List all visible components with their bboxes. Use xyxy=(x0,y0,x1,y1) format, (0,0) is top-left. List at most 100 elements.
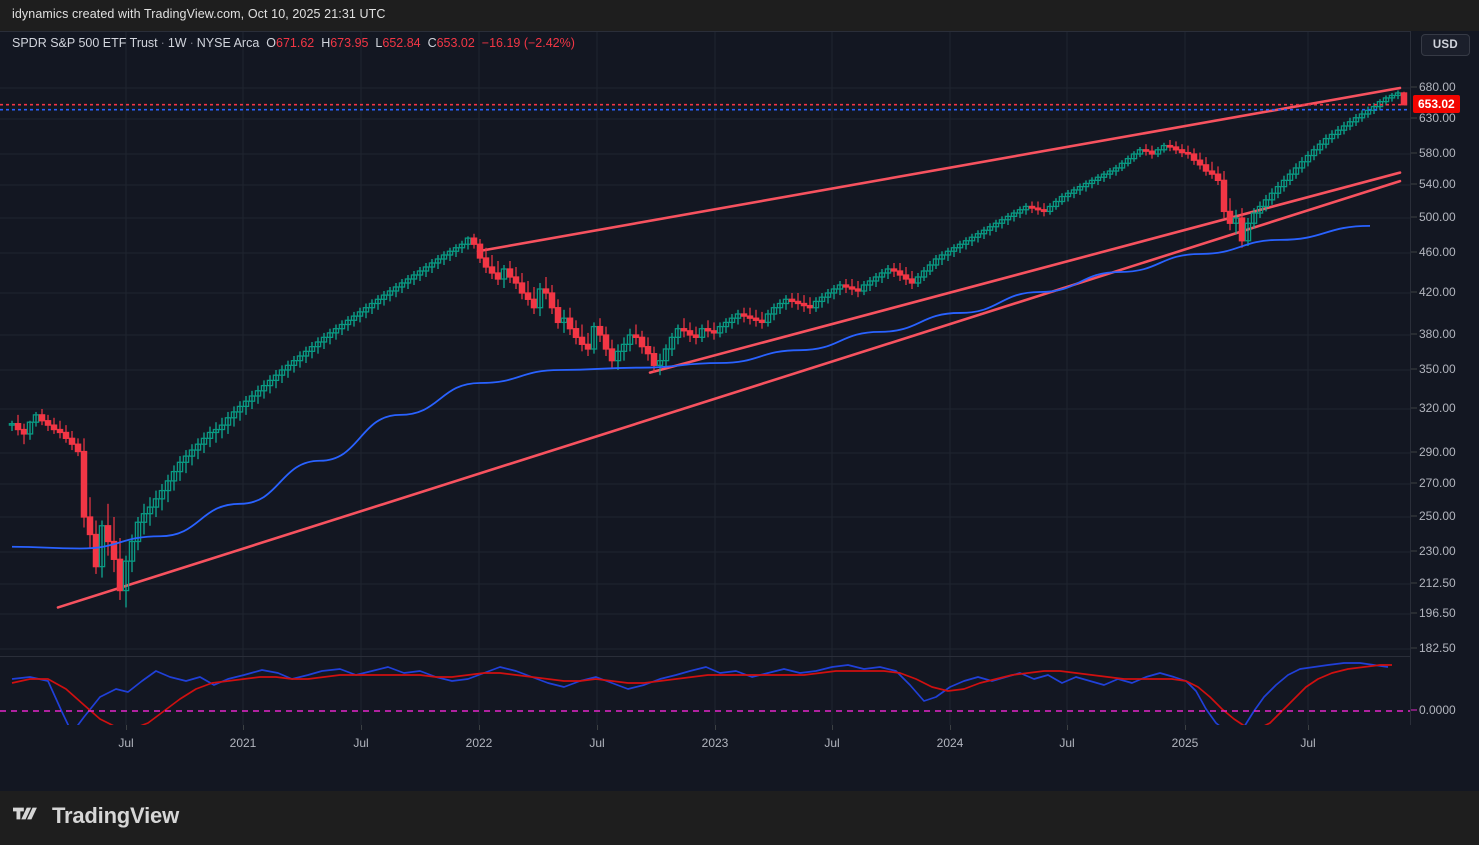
time-tick-mark xyxy=(479,725,480,730)
candle-body xyxy=(1178,149,1186,154)
legend-close-label: C xyxy=(427,36,437,50)
trendline[interactable] xyxy=(476,86,1402,253)
time-tick-mark xyxy=(950,725,951,730)
candle-body xyxy=(422,266,430,272)
legend-low-value: 652.84 xyxy=(382,36,421,50)
candle-body xyxy=(1094,176,1102,181)
candle-body xyxy=(872,276,880,282)
candle-body xyxy=(506,268,514,278)
candle-body xyxy=(1058,195,1066,203)
time-tick-mark xyxy=(1185,725,1186,730)
price-tick-label-7: 380.00 xyxy=(1419,327,1456,341)
time-axis[interactable]: Jul 2021 Jul 2022 Jul 2023 Jul 2024 Jul 2025 Jul xyxy=(0,725,1479,760)
price-tick-mark xyxy=(1411,368,1417,370)
candle-body xyxy=(1184,151,1192,155)
candle-body xyxy=(182,455,190,463)
candle-body xyxy=(728,317,736,324)
candle-body xyxy=(578,336,586,345)
candle-body xyxy=(338,323,346,330)
candle-body xyxy=(632,334,640,338)
candle-body xyxy=(1190,153,1198,161)
moving-average-line[interactable] xyxy=(11,224,1371,550)
candle-body xyxy=(668,336,676,350)
candle-body xyxy=(788,298,796,303)
candle-body xyxy=(734,313,742,319)
oscillator-line[interactable] xyxy=(11,664,1392,730)
candle-body xyxy=(1208,170,1216,175)
time-tick-mark xyxy=(1067,725,1068,730)
trendline[interactable] xyxy=(56,179,1402,609)
pane-divider xyxy=(0,656,1410,657)
candle-body xyxy=(500,268,508,280)
candle-body xyxy=(524,292,532,300)
candle-body xyxy=(428,262,436,268)
legend-interval[interactable]: 1W xyxy=(167,36,187,50)
candle-body xyxy=(446,250,454,256)
legend-sep-1: · xyxy=(160,36,165,50)
price-tick-label-6: 420.00 xyxy=(1419,285,1456,299)
oscillator-line[interactable] xyxy=(11,662,1389,738)
price-axis[interactable]: USD 680.00 630.00 580.00 540.00 500.00 460.00… xyxy=(1411,31,1479,755)
candle-body xyxy=(1274,185,1282,194)
candle-body xyxy=(116,558,124,592)
time-tick-label-1: 2021 xyxy=(229,736,257,750)
candle-body xyxy=(794,300,802,305)
caption-text: idynamics created with TradingView.com, … xyxy=(12,7,386,21)
price-tick-label-8: 350.00 xyxy=(1419,362,1456,376)
candle-body xyxy=(1250,212,1258,224)
candle-body xyxy=(392,286,400,292)
candle-body xyxy=(824,292,832,298)
candle-body xyxy=(320,336,328,343)
candle-body xyxy=(1118,162,1126,169)
candle-body xyxy=(920,270,928,278)
candle-body xyxy=(860,284,868,292)
candle-body xyxy=(1172,146,1180,151)
candle-body xyxy=(260,384,268,392)
candle-body xyxy=(284,364,292,371)
candle-body xyxy=(452,247,460,252)
candle-body xyxy=(674,328,682,338)
candle-body xyxy=(530,298,538,309)
candle-body xyxy=(386,290,394,296)
candle-body xyxy=(254,390,262,397)
candle-body xyxy=(1358,113,1366,119)
candle-body xyxy=(1220,179,1228,213)
time-tick-label-10: Jul xyxy=(1300,736,1316,750)
candle-body xyxy=(584,343,592,350)
legend-symbol[interactable]: SPDR S&P 500 ETF Trust xyxy=(12,36,158,50)
candle-body xyxy=(1076,185,1084,191)
candle-body xyxy=(692,334,700,338)
chart-legend: SPDR S&P 500 ETF Trust · 1W · NYSE Arca O671.… xyxy=(12,35,575,51)
candle-body xyxy=(776,302,784,309)
time-tick-label-7: 2024 xyxy=(936,736,964,750)
candle-body xyxy=(740,313,748,317)
chart-frame: SPDR S&P 500 ETF Trust · 1W · NYSE Arca O671.… xyxy=(0,31,1479,792)
candle-body xyxy=(764,313,772,324)
time-tick-label-5: 2023 xyxy=(701,736,729,750)
candle-body xyxy=(290,360,298,366)
candle-body xyxy=(758,319,766,324)
time-tick-mark xyxy=(126,725,127,730)
candle-body xyxy=(362,307,370,313)
legend-open-label: O xyxy=(266,36,277,50)
candle-body xyxy=(410,274,418,280)
trendline[interactable] xyxy=(648,171,1402,374)
candle-body xyxy=(1034,207,1042,211)
candle-body xyxy=(44,420,52,426)
candle-body xyxy=(80,450,88,518)
candle-body xyxy=(1142,149,1150,152)
candle-body xyxy=(1226,210,1234,224)
price-pane[interactable] xyxy=(0,32,1410,656)
oscillator-zero-tick-mark xyxy=(1411,709,1417,711)
candle-body xyxy=(482,257,490,268)
candle-body xyxy=(1148,150,1156,155)
current-price-flag[interactable]: 653.02 xyxy=(1413,94,1460,113)
price-tick-mark xyxy=(1411,451,1417,453)
candle-body xyxy=(1016,209,1024,214)
candle-body xyxy=(1064,192,1072,198)
candle-body xyxy=(1004,215,1012,221)
candle-body xyxy=(92,533,100,568)
candle-body xyxy=(626,334,634,345)
candle-body xyxy=(1244,222,1252,242)
currency-badge[interactable]: USD xyxy=(1420,34,1470,56)
